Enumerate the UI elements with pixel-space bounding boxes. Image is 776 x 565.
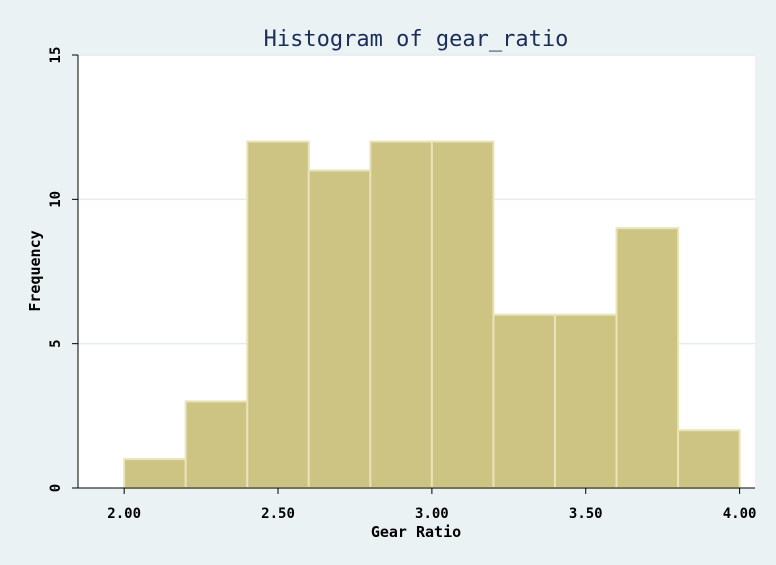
histogram-bar-8 — [615, 227, 680, 489]
histogram-bar-9 — [677, 429, 741, 489]
y-tick-label-1: 5 — [48, 339, 64, 347]
histogram-bar-4 — [369, 140, 433, 489]
histogram-bar-7 — [553, 313, 618, 489]
x-tick-label-3: 3.50 — [569, 506, 603, 522]
chart-title: Histogram of gear_ratio — [264, 27, 569, 52]
histogram-bar-1 — [184, 400, 249, 489]
x-tick-label-2: 3.00 — [415, 506, 449, 522]
histogram-bar-3 — [307, 169, 372, 489]
histogram-bar-6 — [492, 313, 556, 489]
y-tick-label-0: 0 — [48, 484, 64, 492]
histogram-bar-5 — [430, 140, 495, 489]
histogram-bar-0 — [123, 458, 187, 489]
x-ticks: 2.00 2.50 3.00 3.50 4.00 — [107, 488, 756, 522]
y-axis-label: Frequency — [26, 230, 44, 311]
histogram-bar-2 — [246, 140, 310, 489]
y-tick-label-2: 10 — [48, 191, 64, 208]
x-tick-label-4: 4.00 — [723, 506, 757, 522]
x-axis-label: Gear Ratio — [371, 523, 461, 541]
x-tick-label-1: 2.50 — [261, 506, 295, 522]
bars — [123, 140, 741, 489]
y-tick-label-3: 15 — [48, 47, 64, 64]
y-ticks: 0 5 10 15 — [48, 47, 78, 492]
x-tick-label-0: 2.00 — [107, 506, 141, 522]
